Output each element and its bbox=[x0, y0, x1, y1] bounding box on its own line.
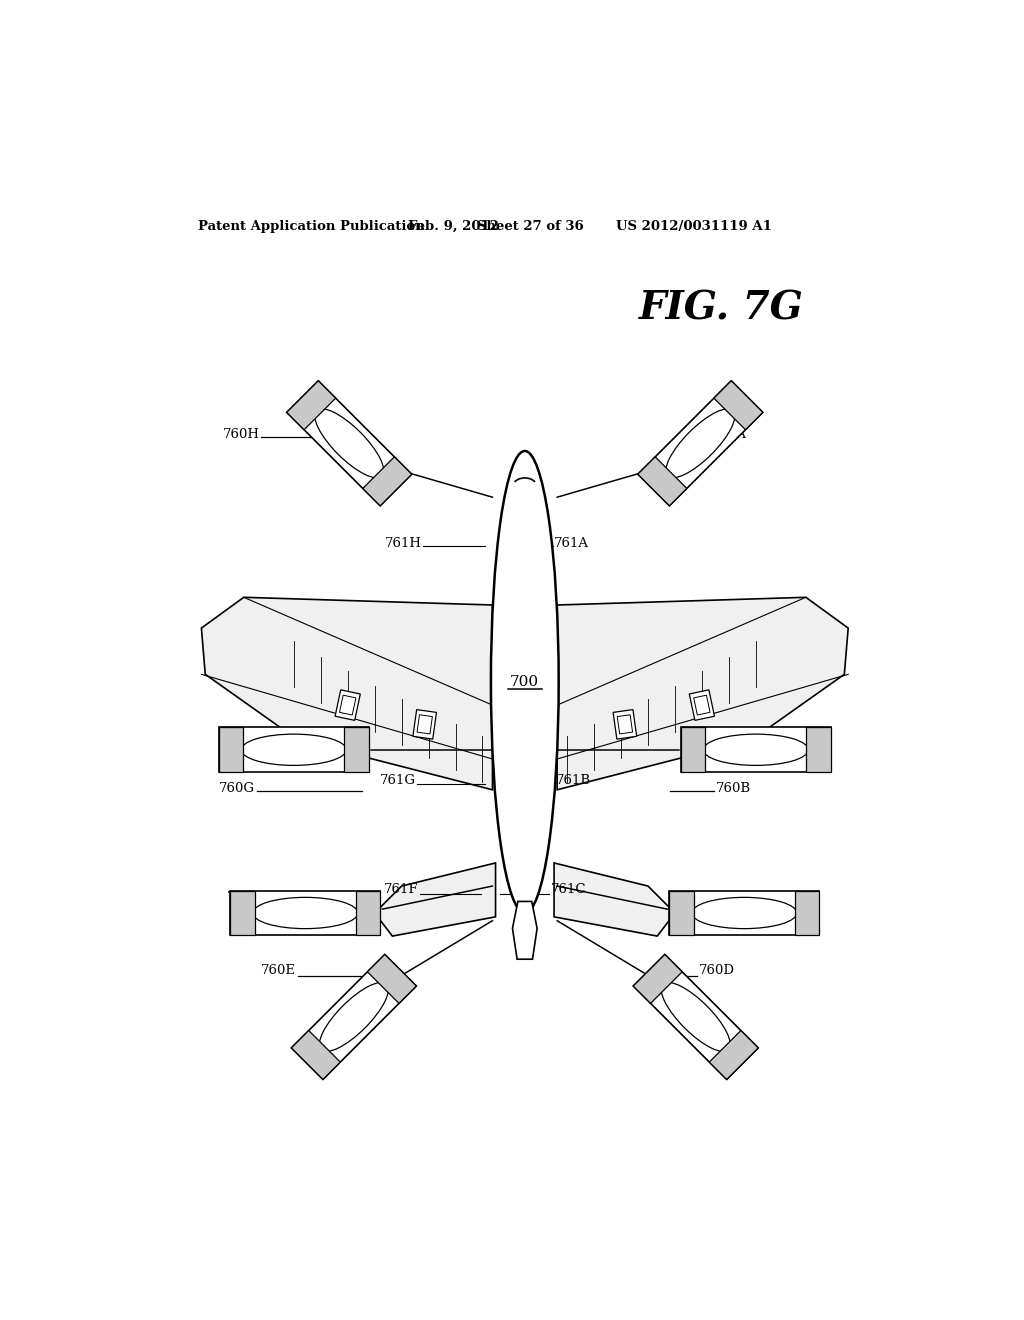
Polygon shape bbox=[689, 690, 715, 721]
Ellipse shape bbox=[666, 409, 735, 478]
Text: Patent Application Publication: Patent Application Publication bbox=[199, 219, 425, 232]
Polygon shape bbox=[340, 696, 356, 715]
Text: 760B: 760B bbox=[716, 781, 751, 795]
Polygon shape bbox=[633, 954, 758, 1080]
Polygon shape bbox=[669, 891, 693, 936]
Text: 700: 700 bbox=[510, 675, 540, 689]
Polygon shape bbox=[710, 1031, 758, 1080]
Text: FIG. 7G: FIG. 7G bbox=[639, 289, 804, 327]
Polygon shape bbox=[356, 891, 381, 936]
Text: 760A: 760A bbox=[712, 428, 746, 441]
Polygon shape bbox=[375, 863, 496, 936]
Polygon shape bbox=[344, 727, 369, 772]
Polygon shape bbox=[613, 710, 637, 739]
Text: 761F: 761F bbox=[384, 883, 419, 896]
Polygon shape bbox=[638, 380, 763, 506]
Text: 761H: 761H bbox=[385, 537, 422, 550]
Text: 760G: 760G bbox=[219, 781, 255, 795]
Text: 760D: 760D bbox=[698, 964, 735, 977]
Text: 761C: 761C bbox=[551, 883, 587, 896]
Polygon shape bbox=[681, 727, 706, 772]
Text: Feb. 9, 2012: Feb. 9, 2012 bbox=[408, 219, 499, 232]
Text: 760C: 760C bbox=[717, 891, 753, 904]
Polygon shape bbox=[230, 891, 381, 936]
Text: US 2012/0031119 A1: US 2012/0031119 A1 bbox=[615, 219, 771, 232]
Ellipse shape bbox=[319, 982, 388, 1052]
Text: 761B: 761B bbox=[556, 774, 591, 787]
Polygon shape bbox=[219, 727, 369, 772]
Polygon shape bbox=[714, 380, 763, 430]
Ellipse shape bbox=[490, 451, 559, 913]
Text: 760F: 760F bbox=[227, 891, 261, 904]
Text: 760H: 760H bbox=[223, 428, 260, 441]
Ellipse shape bbox=[253, 898, 358, 929]
Polygon shape bbox=[806, 727, 830, 772]
Polygon shape bbox=[362, 457, 412, 506]
Text: 761G: 761G bbox=[380, 774, 416, 787]
Text: Sheet 27 of 36: Sheet 27 of 36 bbox=[477, 219, 584, 232]
Polygon shape bbox=[669, 891, 819, 936]
Polygon shape bbox=[202, 597, 493, 789]
Polygon shape bbox=[287, 380, 336, 430]
Polygon shape bbox=[292, 1031, 340, 1080]
Polygon shape bbox=[335, 690, 360, 721]
Ellipse shape bbox=[314, 409, 384, 478]
Polygon shape bbox=[638, 457, 687, 506]
Text: 761A: 761A bbox=[554, 537, 589, 550]
Polygon shape bbox=[368, 954, 417, 1003]
Ellipse shape bbox=[691, 898, 797, 929]
Ellipse shape bbox=[242, 734, 346, 766]
Polygon shape bbox=[230, 891, 255, 936]
Polygon shape bbox=[292, 954, 417, 1080]
Polygon shape bbox=[417, 714, 432, 734]
Polygon shape bbox=[693, 696, 710, 715]
Polygon shape bbox=[219, 727, 244, 772]
Polygon shape bbox=[554, 863, 675, 936]
Text: 760E: 760E bbox=[261, 964, 296, 977]
Polygon shape bbox=[617, 714, 633, 734]
Polygon shape bbox=[413, 710, 436, 739]
Polygon shape bbox=[681, 727, 830, 772]
Polygon shape bbox=[512, 902, 538, 960]
Polygon shape bbox=[633, 954, 682, 1003]
Ellipse shape bbox=[662, 982, 730, 1052]
Polygon shape bbox=[557, 597, 848, 789]
Ellipse shape bbox=[703, 734, 808, 766]
Polygon shape bbox=[287, 380, 412, 506]
Polygon shape bbox=[795, 891, 819, 936]
